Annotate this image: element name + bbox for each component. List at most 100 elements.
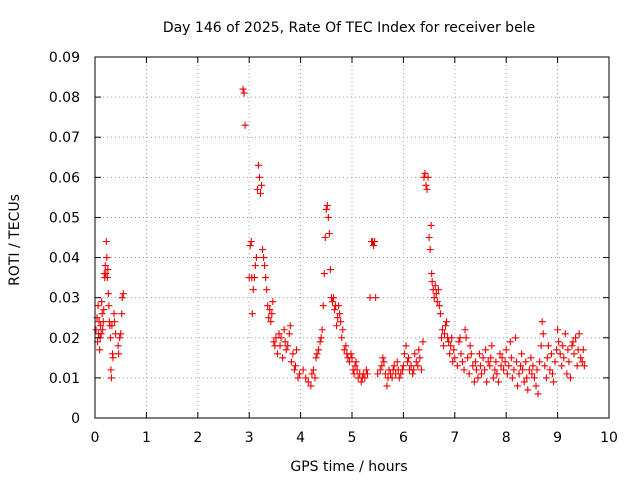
data-point [424, 173, 432, 181]
x-tick-label: 2 [193, 430, 202, 446]
data-point [561, 330, 569, 338]
data-point [397, 370, 405, 378]
x-tick-label: 1 [142, 430, 151, 446]
data-point [523, 374, 531, 382]
data-point [530, 374, 538, 382]
data-point [556, 350, 564, 358]
data-point [470, 378, 478, 386]
data-point [94, 302, 102, 310]
data-point [479, 354, 487, 362]
data-point [114, 342, 122, 350]
data-point [372, 294, 380, 302]
data-point [563, 370, 571, 378]
data-point [102, 238, 110, 246]
data-point [248, 310, 256, 318]
data-point [294, 374, 302, 382]
data-point [338, 334, 346, 342]
data-point [345, 358, 353, 366]
data-point [407, 362, 415, 370]
data-point [409, 370, 417, 378]
data-point [371, 238, 379, 246]
data-point [543, 354, 551, 362]
data-point [498, 354, 506, 362]
data-point [119, 290, 127, 298]
data-point [551, 358, 559, 366]
data-point [492, 358, 500, 366]
data-point [460, 366, 468, 374]
data-point [508, 374, 516, 382]
data-point [446, 350, 454, 358]
data-point [118, 310, 126, 318]
data-point [328, 298, 336, 306]
data-point [105, 302, 113, 310]
data-point [493, 370, 501, 378]
data-point [488, 342, 496, 350]
data-point [568, 342, 576, 350]
data-point [287, 358, 295, 366]
data-point [312, 354, 320, 362]
data-point [383, 382, 391, 390]
data-point [317, 334, 325, 342]
data-point [296, 370, 304, 378]
data-point [284, 342, 292, 350]
data-point [307, 382, 315, 390]
data-point [380, 358, 388, 366]
data-point [379, 354, 387, 362]
data-point [100, 306, 108, 314]
data-point [402, 342, 410, 350]
data-point [286, 322, 294, 330]
axis-ticks [94, 56, 610, 419]
data-point [415, 346, 423, 354]
x-tick-label: 4 [296, 430, 305, 446]
data-point [548, 370, 556, 378]
data-point [464, 354, 472, 362]
data-point [449, 358, 457, 366]
data-point [558, 362, 566, 370]
data-points [92, 85, 588, 398]
data-point [417, 366, 425, 374]
y-tick-label: 0.09 [49, 50, 80, 66]
x-axis-label: GPS time / hours [290, 459, 407, 475]
tick-labels: 0 1 2 3 4 5 6 7 8 9 10 0 0.01 0.02 0.03 0.04 0.05 0.06 0.0… [49, 50, 618, 446]
y-tick-label: 0.04 [49, 251, 80, 267]
data-point [263, 286, 271, 294]
data-point [292, 346, 300, 354]
data-point [428, 278, 436, 286]
y-tick-label: 0 [71, 411, 80, 427]
data-point [117, 330, 125, 338]
data-point [250, 274, 258, 282]
data-point [486, 362, 494, 370]
data-point [547, 350, 555, 358]
data-point [285, 330, 293, 338]
data-point [494, 378, 502, 386]
data-point [279, 354, 287, 362]
data-point [554, 326, 562, 334]
data-point [529, 362, 537, 370]
data-point [273, 350, 281, 358]
y-axis-label: ROTI / TECUs [7, 194, 23, 286]
data-point [395, 374, 403, 382]
data-point [251, 262, 259, 270]
data-point [97, 330, 105, 338]
data-point [260, 254, 268, 262]
data-point [247, 238, 255, 246]
data-point [532, 382, 540, 390]
data-point [109, 354, 117, 362]
data-point [282, 346, 290, 354]
data-point [466, 342, 474, 350]
data-point [448, 334, 456, 342]
data-point [116, 334, 124, 342]
data-point [474, 374, 482, 382]
data-point [430, 294, 438, 302]
data-point [431, 282, 439, 290]
data-point [425, 234, 433, 241]
data-point [439, 342, 447, 350]
data-point [539, 330, 547, 338]
data-point [107, 374, 115, 382]
data-point [524, 386, 532, 394]
data-point [469, 362, 477, 370]
data-point [304, 378, 312, 386]
data-point [276, 342, 284, 350]
data-point [269, 298, 277, 306]
